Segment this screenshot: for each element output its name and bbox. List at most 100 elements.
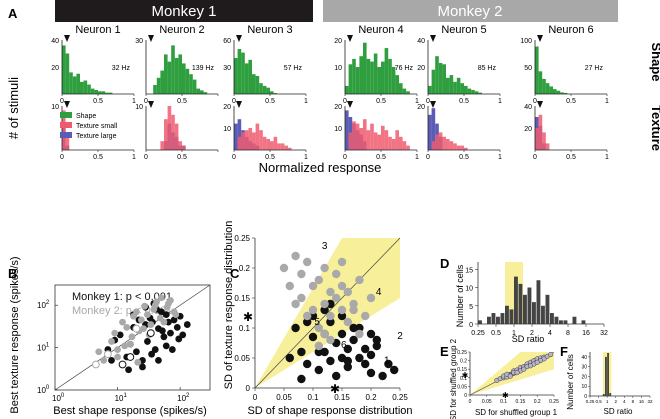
legend-shape-swatch [60, 112, 72, 118]
panel-f-y-tick-label: 10 [581, 384, 587, 390]
shape-bar [178, 54, 182, 94]
monkey1-point [168, 346, 176, 353]
shape-y-tick-max: 100 [520, 38, 532, 45]
neuron-number-label: 2 [397, 331, 403, 342]
monkey1-point [303, 317, 312, 327]
panel-f-bar [609, 393, 612, 396]
panel-d-x-tick-label: 8 [566, 330, 570, 337]
panel-e-x-label: SD for shuffled group 1 [475, 408, 558, 417]
shape-bar [160, 70, 164, 94]
panel-d-bar [581, 320, 586, 324]
shape-bar [200, 90, 204, 94]
monkey1-point [372, 335, 381, 345]
panel-f-letter: F [560, 344, 568, 359]
shape-y-tick-max: 40 [417, 38, 425, 45]
panel-c-y-tick-label: 0.15 [234, 294, 250, 303]
panel-f-y-tick-label: 40 [581, 355, 587, 361]
shape-bar [266, 87, 270, 94]
texture-small-bar [259, 130, 263, 150]
monkey2-point [337, 305, 347, 315]
monkey2-point [332, 293, 341, 303]
shape-bar [467, 88, 472, 94]
monkey1-point [146, 329, 155, 337]
panel-e-x-tick-label: 0.2 [534, 399, 541, 405]
panel-d-bar [563, 320, 568, 324]
texture-y-tick-mid: 10 [334, 126, 342, 133]
shape-bar [273, 93, 278, 94]
monkey2-point [114, 353, 121, 361]
texture-small-bar [442, 136, 446, 150]
monkey2-point [297, 269, 306, 279]
monkey2-point [343, 317, 352, 327]
row-shape-label: Shape [649, 42, 660, 81]
texture-y-tick-max: 20 [417, 104, 425, 111]
panel-f-y-tick-label: 30 [581, 365, 587, 371]
shape-bar [164, 54, 168, 94]
monkey2-point [100, 356, 108, 364]
panel-c-scatter: SD of shape response distribution SD of … [223, 221, 413, 417]
panel-d-bar [550, 313, 554, 324]
monkey2-point [320, 299, 329, 309]
shuffled-point [548, 352, 554, 358]
shape-x-tick-label: 1 [132, 98, 136, 105]
neuron-number-label: 4 [376, 287, 382, 298]
asterisk-marker: ✱ [502, 391, 509, 400]
monkey2-point [314, 323, 323, 333]
monkey1-point [183, 321, 191, 328]
monkey2-point [349, 305, 358, 315]
shape-bar [474, 91, 479, 94]
shape-bar [431, 69, 436, 94]
panel-e-letter: E [440, 344, 449, 359]
panel-c-letter: C [230, 266, 240, 281]
neuron-6-group: Neuron 6 100 50 27 Hz 0 0.5 1 40 20 0 0.5 1 [520, 24, 609, 161]
shape-bar [156, 77, 161, 94]
texture-small-bar [449, 141, 454, 150]
monkey1-point [343, 344, 352, 354]
texture-large-bar [428, 114, 432, 150]
shape-bar [167, 61, 172, 94]
shape-bar [348, 64, 353, 94]
monkey2-point [343, 287, 352, 297]
shape-bar [259, 83, 263, 94]
panel-a-x-label: Normalized response [259, 160, 382, 175]
panel-c-y-tick-label: 0.2 [239, 264, 251, 273]
shape-bar [359, 56, 363, 94]
monkey1-point [167, 329, 174, 337]
shape-bar [388, 58, 392, 94]
shape-y-tick-max: 20 [334, 38, 342, 45]
panel-c-x-tick-label: 0.15 [334, 393, 350, 402]
monkey2-header: Monkey 2 [437, 3, 502, 20]
monkey1-point [160, 333, 168, 341]
panel-e-y-tick-label: 0.1 [460, 376, 467, 382]
texture-small-bar [280, 143, 285, 150]
shape-bar [366, 58, 371, 94]
texture-small-bar [348, 132, 353, 150]
texture-x-tick-label: 0 [533, 154, 537, 161]
monkey1-point [158, 327, 166, 335]
shape-x-tick-label: 0 [232, 98, 236, 105]
shape-arrow-marker [430, 35, 436, 42]
monkey1-point [343, 356, 352, 366]
neuron-number-label: 1 [384, 356, 390, 367]
shape-bar [185, 68, 190, 94]
shape-bar [542, 78, 546, 94]
shuffled-point [534, 359, 540, 365]
monkey1-point [179, 331, 187, 339]
monkey2-point [285, 281, 294, 291]
monkey1-point [384, 359, 393, 369]
monkey1-point [297, 347, 306, 357]
shape-bar [62, 45, 66, 94]
panel-b-legend-m1: Monkey 1: p < 0.001 [72, 291, 172, 303]
shape-bar [234, 58, 238, 94]
shape-bar [563, 92, 568, 94]
monkey2-point [111, 329, 119, 337]
panel-d-bar [541, 305, 545, 324]
texture-small-bar [277, 143, 281, 150]
shuffled-point [514, 370, 520, 376]
panel-f-x-tick-label: 0.25 [586, 399, 595, 404]
panel-b-frame [54, 284, 211, 391]
texture-large-bar [237, 119, 242, 150]
shape-bar [69, 72, 73, 94]
texture-x-tick-label: 0.5 [459, 154, 469, 161]
monkey1-point [390, 365, 399, 375]
